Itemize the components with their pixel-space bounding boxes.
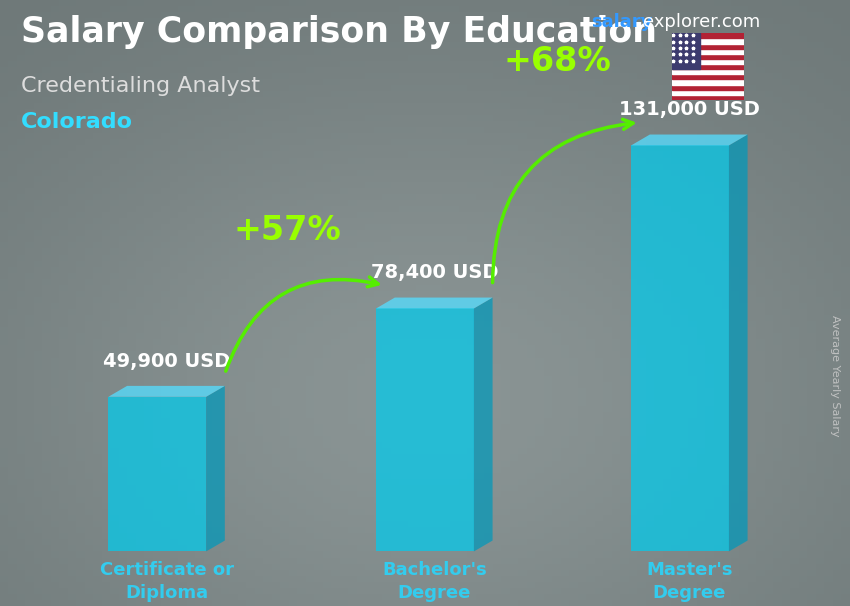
Polygon shape xyxy=(631,135,748,145)
Bar xyxy=(672,75,744,79)
Polygon shape xyxy=(631,145,728,551)
Bar xyxy=(672,90,744,95)
Polygon shape xyxy=(109,397,206,551)
Text: Certificate or
Diploma: Certificate or Diploma xyxy=(99,561,234,602)
Bar xyxy=(672,38,744,44)
Text: 131,000 USD: 131,000 USD xyxy=(619,101,760,119)
Polygon shape xyxy=(376,308,474,551)
Polygon shape xyxy=(474,298,492,551)
Text: +57%: +57% xyxy=(234,215,342,247)
Text: 49,900 USD: 49,900 USD xyxy=(103,351,230,371)
Bar xyxy=(672,64,744,69)
Bar xyxy=(672,85,744,90)
Bar xyxy=(672,95,744,100)
Text: Credentialing Analyst: Credentialing Analyst xyxy=(21,76,260,96)
Polygon shape xyxy=(206,386,224,551)
Text: explorer.com: explorer.com xyxy=(643,13,761,32)
Text: Salary Comparison By Education: Salary Comparison By Education xyxy=(21,15,657,49)
Text: 78,400 USD: 78,400 USD xyxy=(371,264,498,282)
Text: salary: salary xyxy=(591,13,652,32)
Polygon shape xyxy=(109,386,224,397)
Bar xyxy=(672,79,744,85)
Polygon shape xyxy=(728,135,748,551)
Bar xyxy=(672,33,700,69)
Text: Colorado: Colorado xyxy=(21,112,133,132)
Text: Average Yearly Salary: Average Yearly Salary xyxy=(830,315,840,436)
Bar xyxy=(672,48,744,54)
Text: Bachelor's
Degree: Bachelor's Degree xyxy=(382,561,487,602)
Bar xyxy=(672,54,744,59)
Bar xyxy=(672,33,744,38)
Text: Master's
Degree: Master's Degree xyxy=(646,561,733,602)
Polygon shape xyxy=(376,298,492,308)
Bar xyxy=(672,59,744,64)
Text: +68%: +68% xyxy=(504,45,611,78)
Bar xyxy=(672,69,744,75)
Bar xyxy=(672,44,744,48)
